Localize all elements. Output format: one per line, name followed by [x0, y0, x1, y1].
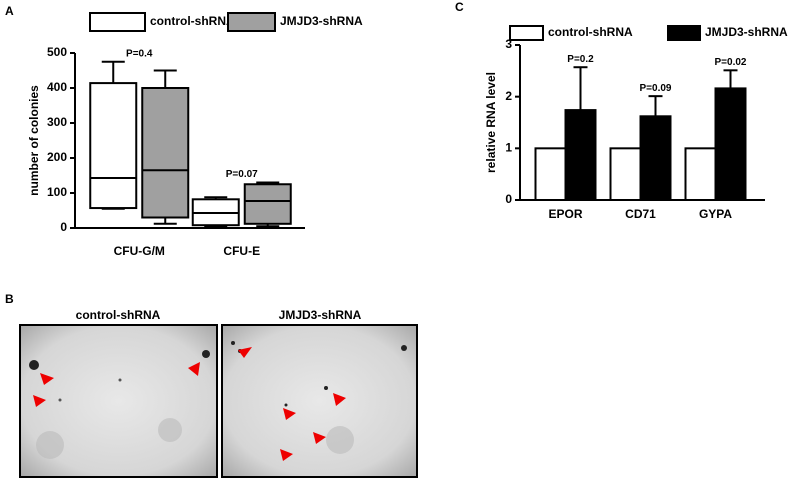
y-tick-label: 1: [505, 141, 512, 155]
micrograph: [19, 324, 218, 478]
box: [141, 87, 190, 219]
annotation: P=0.4: [126, 48, 153, 59]
x-tick-label: CD71: [625, 207, 656, 221]
y-tick-label: 3: [505, 37, 512, 51]
bar: [714, 87, 747, 201]
y-tick-label: 300: [47, 115, 67, 129]
box: [89, 82, 138, 210]
legend-label: control-shRNA: [150, 14, 235, 28]
bar: [639, 115, 672, 201]
y-axis-label: number of colonies: [27, 85, 41, 196]
panel-label: C: [455, 0, 464, 14]
annotation: P=0.2: [567, 54, 594, 65]
annotation: P=0.09: [640, 83, 672, 94]
y-tick-label: 500: [47, 45, 67, 59]
image-title: JMJD3-shRNA: [279, 308, 362, 322]
legend-label: JMJD3-shRNA: [705, 25, 788, 39]
x-tick-label: GYPA: [699, 207, 732, 221]
y-tick-label: 200: [47, 150, 67, 164]
bar: [609, 147, 642, 201]
panel-label: A: [5, 4, 14, 18]
image-title: control-shRNA: [76, 308, 161, 322]
x-tick-label: CFU-E: [223, 244, 260, 258]
bar: [564, 109, 597, 201]
legend-label: JMJD3-shRNA: [280, 14, 363, 28]
box: [243, 183, 292, 225]
legend-swatch: [89, 12, 146, 32]
x-tick-label: CFU-G/M: [114, 244, 165, 258]
annotation: P=0.07: [226, 169, 258, 180]
y-tick-label: 100: [47, 185, 67, 199]
legend-swatch: [667, 25, 701, 41]
y-tick-label: 400: [47, 80, 67, 94]
y-tick-label: 0: [505, 192, 512, 206]
panel-label: B: [5, 292, 14, 306]
annotation: P=0.02: [715, 57, 747, 68]
y-tick-label: 2: [505, 89, 512, 103]
legend-label: control-shRNA: [548, 25, 633, 39]
y-tick-label: 0: [60, 220, 67, 234]
legend-swatch: [227, 12, 276, 32]
y-axis-label: relative RNA level: [484, 72, 498, 173]
micrograph: [221, 324, 418, 478]
bar: [684, 147, 717, 201]
bar: [534, 147, 567, 201]
legend-swatch: [509, 25, 544, 41]
x-tick-label: EPOR: [548, 207, 582, 221]
